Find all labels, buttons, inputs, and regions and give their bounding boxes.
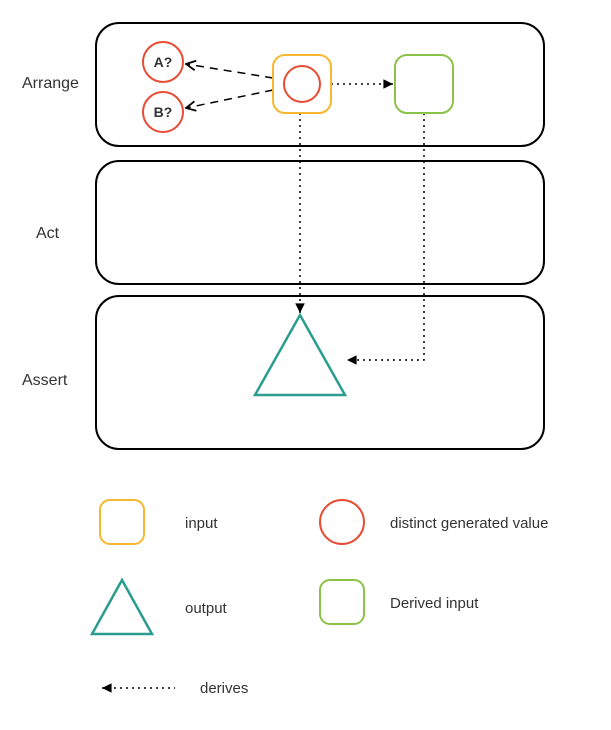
edge-input-to-a: [186, 64, 273, 78]
node-b-label: B?: [154, 104, 173, 120]
legend-output-icon: [92, 580, 152, 634]
output-triangle: [255, 315, 345, 395]
legend-distinct-icon: [320, 500, 364, 544]
legend-distinct-label: distinct generated value: [390, 515, 548, 532]
node-a-label: A?: [154, 54, 173, 70]
legend-derives-label: derives: [200, 680, 248, 697]
legend-derived-label: Derived input: [390, 595, 478, 612]
legend-output-label: output: [185, 600, 227, 617]
distinct-circle-icon: [284, 66, 320, 102]
edge-derived-to-output: [347, 113, 424, 360]
diagram-svg: A? B?: [0, 0, 611, 730]
legend-input-label: input: [185, 515, 218, 532]
legend-input-icon: [100, 500, 144, 544]
edge-input-to-b: [186, 90, 273, 108]
derived-input-box: [395, 55, 453, 113]
legend-derived-icon: [320, 580, 364, 624]
